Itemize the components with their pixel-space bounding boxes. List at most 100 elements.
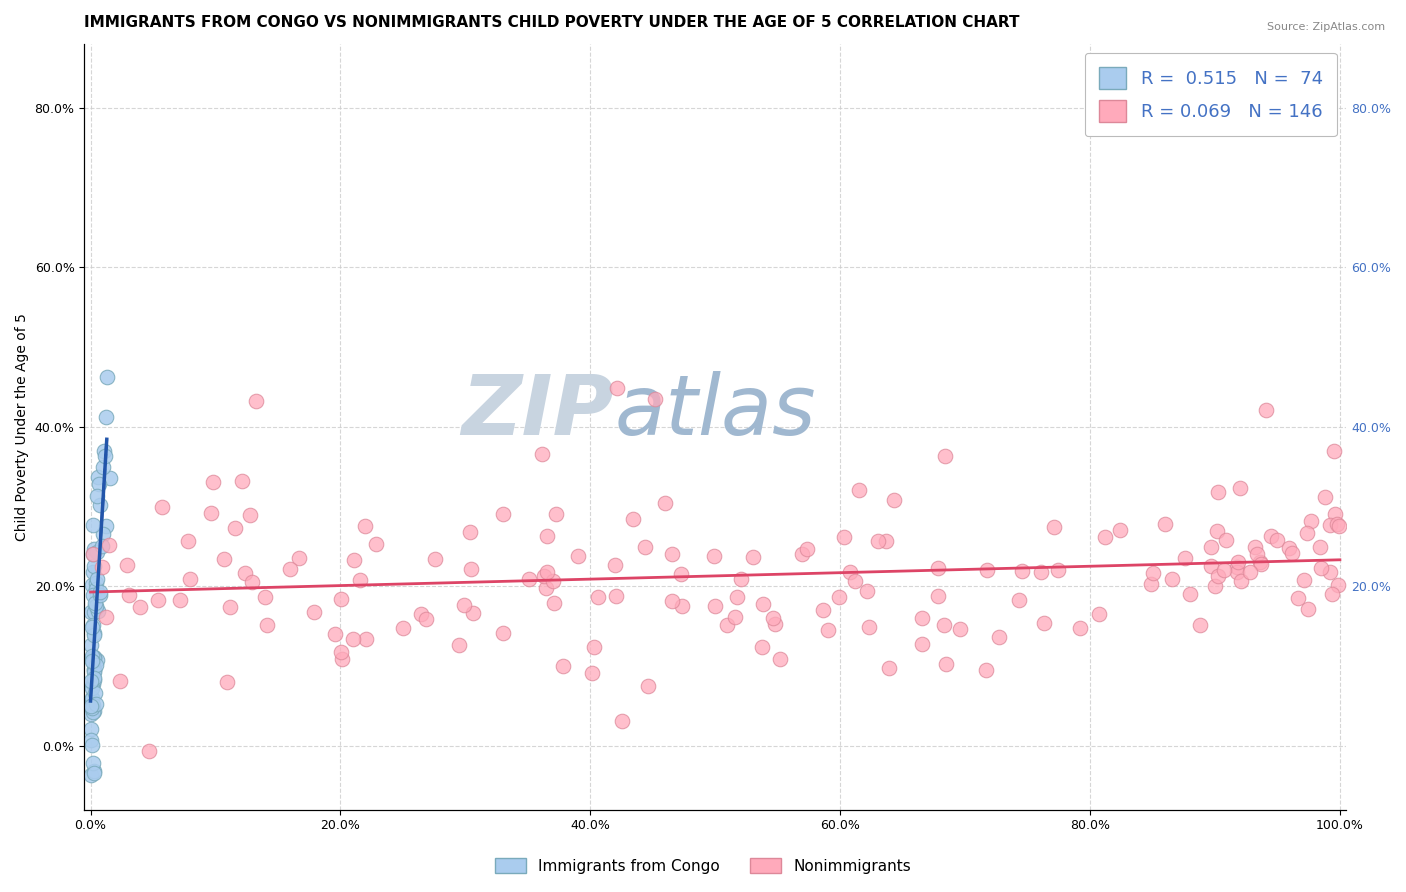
Point: [80, 732, 103, 747]
Point: [1094, 530, 1116, 544]
Point: [848, 483, 870, 497]
Point: [1244, 540, 1267, 554]
Point: [834, 530, 856, 544]
Text: IMMIGRANTS FROM CONGO VS NONIMMIGRANTS CHILD POVERTY UNDER THE AGE OF 5 CORRELAT: IMMIGRANTS FROM CONGO VS NONIMMIGRANTS C…: [84, 15, 1019, 30]
Point: [751, 640, 773, 655]
Point: [84, 599, 107, 614]
Point: [212, 552, 235, 566]
Point: [634, 540, 657, 554]
Point: [84, 575, 107, 590]
Point: [1323, 507, 1346, 521]
Point: [364, 537, 387, 551]
Point: [80, 681, 103, 696]
Point: [80, 674, 103, 689]
Point: [551, 659, 574, 673]
Point: [423, 551, 446, 566]
Point: [83, 686, 105, 700]
Point: [661, 593, 683, 607]
Point: [1212, 563, 1234, 577]
Point: [879, 661, 901, 675]
Point: [89, 588, 111, 602]
Point: [1161, 573, 1184, 587]
Point: [762, 610, 785, 624]
Point: [1142, 566, 1164, 581]
Point: [1313, 491, 1336, 505]
Point: [80, 605, 103, 619]
Point: [342, 553, 364, 567]
Point: [461, 607, 484, 621]
Point: [82, 655, 104, 669]
Point: [1140, 577, 1163, 591]
Point: [669, 566, 692, 581]
Point: [83, 671, 105, 685]
Point: [80, 723, 103, 737]
Point: [138, 744, 160, 758]
Point: [536, 529, 558, 543]
Point: [83, 625, 105, 640]
Point: [533, 569, 555, 583]
Point: [974, 663, 997, 677]
Point: [84, 582, 107, 597]
Point: [1296, 525, 1319, 540]
Point: [1319, 517, 1341, 532]
Point: [80, 578, 103, 592]
Point: [90, 560, 112, 574]
Point: [1226, 560, 1249, 574]
Point: [84, 698, 107, 712]
Point: [83, 704, 105, 718]
Point: [94, 518, 117, 533]
Point: [82, 547, 104, 561]
Point: [621, 512, 644, 526]
Point: [80, 768, 103, 782]
Point: [91, 526, 114, 541]
Point: [219, 600, 242, 615]
Point: [87, 469, 110, 483]
Point: [342, 632, 364, 647]
Text: ZIP: ZIP: [461, 371, 614, 452]
Point: [1229, 482, 1251, 496]
Point: [86, 653, 108, 667]
Point: [586, 591, 609, 605]
Point: [671, 599, 693, 614]
Point: [536, 565, 558, 579]
Point: [1205, 524, 1227, 538]
Point: [128, 600, 150, 615]
Point: [83, 649, 105, 664]
Point: [83, 766, 105, 780]
Point: [415, 612, 437, 626]
Point: [768, 652, 790, 666]
Point: [1249, 555, 1271, 569]
Point: [83, 606, 105, 620]
Point: [796, 542, 818, 557]
Point: [409, 607, 432, 622]
Point: [80, 692, 103, 706]
Point: [763, 617, 786, 632]
Point: [150, 500, 173, 514]
Point: [1180, 587, 1202, 601]
Point: [83, 650, 105, 665]
Point: [89, 585, 111, 599]
Point: [1278, 541, 1301, 555]
Point: [82, 618, 104, 632]
Point: [83, 558, 105, 573]
Point: [80, 690, 103, 705]
Point: [1323, 443, 1346, 458]
Point: [927, 589, 949, 603]
Point: [91, 539, 114, 553]
Point: [741, 549, 763, 564]
Point: [354, 519, 377, 533]
Y-axis label: Child Poverty Under the Age of 5: Child Poverty Under the Age of 5: [15, 313, 30, 541]
Point: [949, 622, 972, 636]
Point: [911, 611, 934, 625]
Point: [200, 506, 222, 520]
Point: [654, 496, 676, 510]
Point: [1322, 587, 1344, 601]
Point: [84, 601, 107, 615]
Text: atlas: atlas: [614, 371, 815, 452]
Point: [80, 698, 103, 713]
Point: [839, 565, 862, 579]
Point: [752, 597, 775, 611]
Point: [583, 640, 606, 654]
Point: [1265, 533, 1288, 548]
Point: [935, 657, 957, 672]
